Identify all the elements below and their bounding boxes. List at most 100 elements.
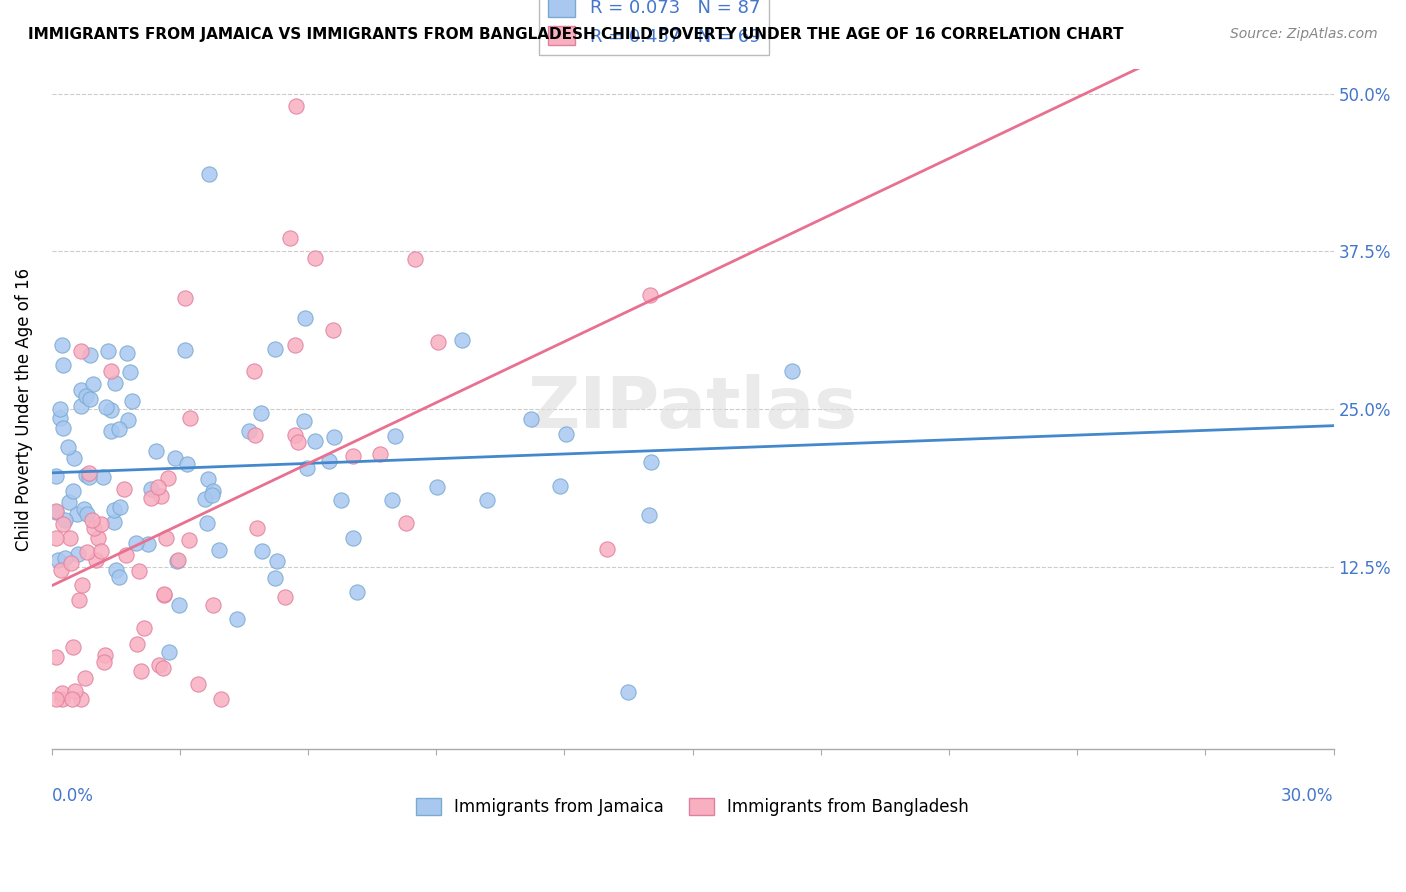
Text: Source: ZipAtlas.com: Source: ZipAtlas.com (1230, 27, 1378, 41)
Point (166, 554, 188, 568)
Point (45, 531, 67, 545)
Point (59, 531, 82, 545)
Point (125, 536, 148, 550)
Point (197, 516, 219, 530)
Point (51, 338, 73, 352)
Point (329, 492, 352, 507)
Point (94, 648, 117, 662)
Point (108, 569, 131, 583)
Point (63, 450, 86, 465)
Point (63, 684, 86, 698)
Point (318, 454, 340, 468)
Point (45, 692, 67, 706)
Point (148, 479, 170, 493)
Point (165, 450, 187, 465)
Point (112, 483, 135, 497)
Point (157, 645, 180, 659)
Point (284, 428, 307, 442)
Point (640, 455, 662, 469)
Point (45, 503, 67, 517)
Point (426, 334, 449, 349)
Point (346, 585, 368, 599)
Point (295, 461, 318, 475)
Point (90, 544, 112, 558)
Point (93, 655, 115, 669)
Point (637, 508, 659, 523)
Point (323, 430, 346, 444)
Point (115, 548, 138, 562)
Point (60, 692, 83, 706)
Point (79, 392, 101, 406)
Point (58, 495, 80, 509)
Text: IMMIGRANTS FROM JAMAICA VS IMMIGRANTS FROM BANGLADESH CHILD POVERTY UNDER THE AG: IMMIGRANTS FROM JAMAICA VS IMMIGRANTS FR… (28, 27, 1123, 42)
Point (73, 671, 96, 685)
Point (69, 384, 91, 398)
Point (62, 483, 84, 498)
Point (264, 343, 287, 357)
Point (174, 343, 197, 357)
Point (287, 435, 309, 450)
Point (274, 590, 297, 604)
Point (138, 537, 160, 551)
Point (342, 531, 364, 545)
Point (121, 394, 143, 409)
Point (118, 366, 141, 380)
Point (51, 686, 73, 700)
Point (292, 415, 315, 429)
Point (125, 637, 148, 651)
Point (202, 483, 225, 498)
Point (100, 402, 122, 417)
Point (82, 376, 104, 391)
Point (285, 99, 308, 113)
Point (176, 457, 198, 471)
Point (187, 677, 209, 691)
Point (197, 472, 219, 486)
Point (77, 469, 100, 483)
Point (596, 542, 619, 557)
Point (66, 547, 89, 561)
Point (45, 650, 67, 665)
Point (782, 364, 804, 378)
Point (110, 500, 132, 514)
Point (90, 516, 112, 531)
Point (45, 505, 67, 519)
Point (384, 429, 406, 443)
Point (48, 402, 70, 417)
Point (103, 516, 125, 530)
Point (82, 513, 104, 527)
Point (46, 553, 69, 567)
Point (304, 251, 326, 265)
Point (51, 692, 73, 706)
Point (128, 564, 150, 578)
Point (404, 252, 426, 266)
Point (167, 598, 190, 612)
Point (194, 492, 217, 507)
Point (250, 406, 273, 420)
Point (395, 516, 418, 530)
Point (548, 479, 571, 493)
Point (238, 424, 260, 438)
Text: ZIPatlas: ZIPatlas (527, 375, 858, 443)
Point (152, 661, 174, 675)
Point (49, 410, 72, 425)
Point (209, 692, 232, 706)
Point (342, 449, 364, 463)
Point (52, 516, 75, 531)
Point (150, 489, 173, 503)
Point (45, 469, 67, 483)
Point (73, 501, 96, 516)
Point (451, 333, 474, 347)
Point (322, 323, 344, 337)
Point (59, 556, 82, 570)
Legend: Immigrants from Jamaica, Immigrants from Bangladesh: Immigrants from Jamaica, Immigrants from… (409, 791, 976, 822)
Point (243, 364, 266, 378)
Point (83, 521, 105, 535)
Y-axis label: Child Poverty Under the Age of 16: Child Poverty Under the Age of 16 (15, 268, 32, 550)
Point (266, 554, 288, 568)
Point (477, 492, 499, 507)
Text: 0.0%: 0.0% (52, 788, 94, 805)
Point (91, 470, 114, 484)
Point (69, 399, 91, 413)
Point (108, 422, 131, 436)
Point (555, 426, 578, 441)
